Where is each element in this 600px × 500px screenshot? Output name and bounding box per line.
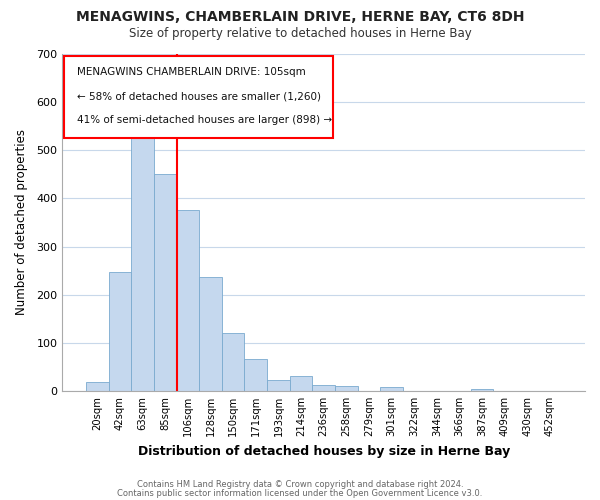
Text: Contains public sector information licensed under the Open Government Licence v3: Contains public sector information licen… bbox=[118, 488, 482, 498]
Bar bbox=[267, 380, 290, 391]
Text: ← 58% of detached houses are smaller (1,260): ← 58% of detached houses are smaller (1,… bbox=[77, 91, 321, 101]
Y-axis label: Number of detached properties: Number of detached properties bbox=[15, 130, 28, 316]
Text: 41% of semi-detached houses are larger (898) →: 41% of semi-detached houses are larger (… bbox=[77, 114, 332, 124]
Bar bbox=[335, 386, 358, 391]
Bar bbox=[313, 384, 335, 391]
Bar bbox=[86, 382, 109, 391]
Bar bbox=[380, 387, 403, 391]
Bar bbox=[199, 278, 222, 391]
FancyBboxPatch shape bbox=[64, 56, 333, 138]
Text: Size of property relative to detached houses in Herne Bay: Size of property relative to detached ho… bbox=[128, 28, 472, 40]
Bar bbox=[222, 333, 244, 391]
Bar bbox=[154, 174, 176, 391]
Bar bbox=[471, 388, 493, 391]
Text: MENAGWINS, CHAMBERLAIN DRIVE, HERNE BAY, CT6 8DH: MENAGWINS, CHAMBERLAIN DRIVE, HERNE BAY,… bbox=[76, 10, 524, 24]
Text: MENAGWINS CHAMBERLAIN DRIVE: 105sqm: MENAGWINS CHAMBERLAIN DRIVE: 105sqm bbox=[77, 68, 306, 78]
X-axis label: Distribution of detached houses by size in Herne Bay: Distribution of detached houses by size … bbox=[137, 444, 510, 458]
Bar bbox=[176, 210, 199, 391]
Bar bbox=[244, 358, 267, 391]
Bar bbox=[290, 376, 313, 391]
Bar bbox=[131, 110, 154, 391]
Bar bbox=[109, 272, 131, 391]
Text: Contains HM Land Registry data © Crown copyright and database right 2024.: Contains HM Land Registry data © Crown c… bbox=[137, 480, 463, 489]
